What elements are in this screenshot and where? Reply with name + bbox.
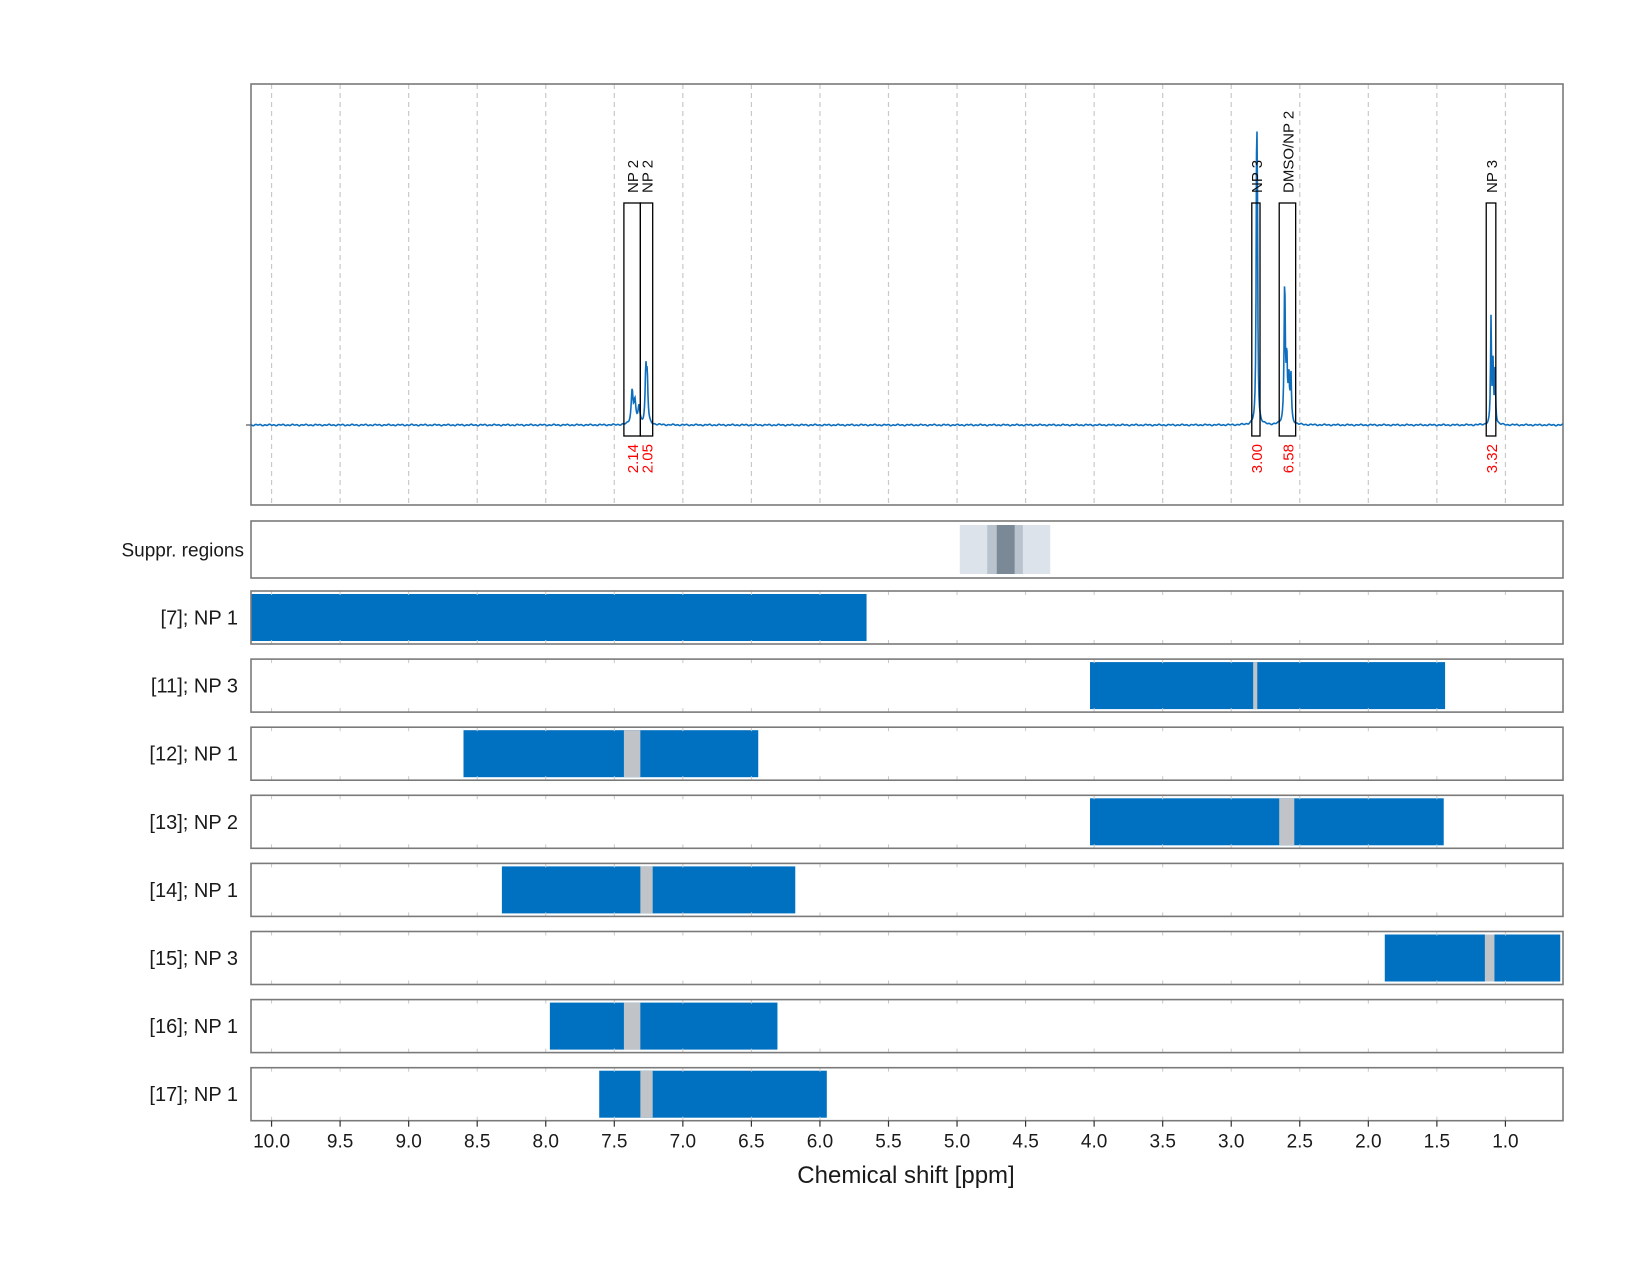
x-tick-label: 5.5: [875, 1132, 901, 1153]
row-panel-label: [12]; NP 1: [149, 744, 238, 766]
suppression-panel: Suppr. regions: [121, 520, 1564, 579]
x-tick-label: 10.0: [253, 1132, 290, 1153]
suppression-region: [996, 525, 1015, 574]
row-panel: [12]; NP 1: [149, 726, 1564, 782]
integral-value: 2.05: [640, 444, 657, 473]
integral-value: 3.00: [1249, 444, 1266, 473]
row-panel-frame: [250, 930, 1564, 986]
row-panels: [7]; NP 1 [11]; NP 3 [12]; NP 1 [13]; NP 2 […: [149, 590, 1564, 1122]
excluded-region: [623, 1002, 641, 1050]
row-panel-label: [16]; NP 1: [149, 1016, 238, 1038]
suppression-panel-bg: [251, 521, 1563, 578]
row-panel-label: [7]; NP 1: [161, 608, 238, 630]
excluded-region: [640, 866, 653, 914]
x-tick-label: 2.0: [1355, 1132, 1381, 1153]
integration-box: [1485, 202, 1497, 437]
annotation-label: NP 3: [1249, 160, 1266, 193]
row-panel: [7]; NP 1: [161, 590, 1564, 645]
x-tick-label: 5.0: [944, 1132, 970, 1153]
suppression-frame: [250, 520, 1564, 579]
spectrum-frame: [250, 83, 1564, 506]
row-panel: [13]; NP 2: [149, 794, 1564, 850]
x-tick-label: 7.5: [601, 1132, 627, 1153]
row-panel: [14]; NP 1: [149, 862, 1564, 918]
x-tick-label: 4.0: [1081, 1132, 1107, 1153]
excluded-region: [1484, 934, 1495, 982]
interval-bar: [549, 1002, 778, 1050]
row-panel-frame: [250, 658, 1564, 713]
integral-value: 6.58: [1280, 444, 1297, 473]
x-tick-label: 2.5: [1287, 1132, 1313, 1153]
row-panel-bg: [251, 863, 1563, 917]
row-panel: [17]; NP 1: [149, 1066, 1564, 1122]
row-panel-label: [17]; NP 1: [149, 1084, 238, 1106]
x-tick-label: 9.0: [395, 1132, 421, 1153]
excluded-region: [640, 1070, 653, 1118]
suppression-panel-label: Suppr. regions: [121, 541, 244, 562]
interval-bar: [1090, 662, 1446, 710]
row-panel-label: [14]; NP 1: [149, 880, 238, 902]
row-panel: [15]; NP 3: [149, 930, 1564, 986]
annotation-label: DMSO/NP 2: [1280, 111, 1297, 193]
interval-bar: [1384, 934, 1561, 982]
row-panel-frame: [250, 590, 1564, 645]
row-panel-frame: [250, 998, 1564, 1054]
x-tick-label: 1.0: [1492, 1132, 1518, 1153]
annotation-label: NP 2: [640, 160, 657, 193]
row-panel-label: [15]; NP 3: [149, 948, 238, 970]
x-tick-label: 1.5: [1424, 1132, 1450, 1153]
x-tick-label: 6.5: [738, 1132, 764, 1153]
spectrum-panel: NP 2 2.14 NP 2 2.05 NP 3 3.00 DMSO/NP 2 6.58 NP …: [246, 83, 1564, 506]
excluded-region: [623, 730, 641, 778]
interval-bar: [251, 594, 867, 641]
row-panel-frame: [250, 726, 1564, 782]
x-tick-label: 9.5: [327, 1132, 353, 1153]
annotation-label: NP 2: [625, 160, 642, 193]
x-tick-label: 8.5: [464, 1132, 490, 1153]
x-tick-label: 3.0: [1218, 1132, 1244, 1153]
excluded-region: [1279, 798, 1295, 846]
row-panel-bg: [251, 999, 1563, 1053]
x-tick-label: 6.0: [807, 1132, 833, 1153]
row-panel-bg: [251, 931, 1563, 985]
annotation-label: NP 3: [1484, 160, 1501, 193]
x-axis-label: Chemical shift [ppm]: [797, 1162, 1014, 1189]
row-panel-label: [11]; NP 3: [151, 676, 238, 698]
row-panel-label: [13]; NP 2: [149, 812, 238, 834]
excluded-region: [1253, 662, 1258, 710]
row-panel-frame: [250, 862, 1564, 918]
integration-box: [639, 202, 654, 437]
spectrum-line: [250, 131, 1564, 427]
row-panel-frame: [250, 794, 1564, 850]
x-tick-label: 4.5: [1012, 1132, 1038, 1153]
x-tick-label: 8.0: [533, 1132, 559, 1153]
integral-value: 3.32: [1484, 444, 1501, 473]
interval-bar: [1090, 798, 1444, 846]
integral-value: 2.14: [625, 444, 642, 473]
x-tick-label: 3.5: [1149, 1132, 1175, 1153]
interval-bar: [463, 730, 759, 778]
row-panel: [16]; NP 1: [149, 998, 1564, 1054]
x-axis: Chemical shift [ppm] 10.0 9.5 9.0 8.5 8.0 7.5…: [253, 1120, 1519, 1189]
integration-box: [1251, 202, 1261, 437]
integration-box: [1278, 202, 1297, 437]
row-panel-bg: [251, 1067, 1563, 1121]
x-tick-label: 7.0: [670, 1132, 696, 1153]
row-panel-bg: [251, 727, 1563, 781]
interval-bar: [599, 1070, 827, 1118]
row-panel: [11]; NP 3: [151, 658, 1564, 713]
row-panel-frame: [250, 1066, 1564, 1122]
